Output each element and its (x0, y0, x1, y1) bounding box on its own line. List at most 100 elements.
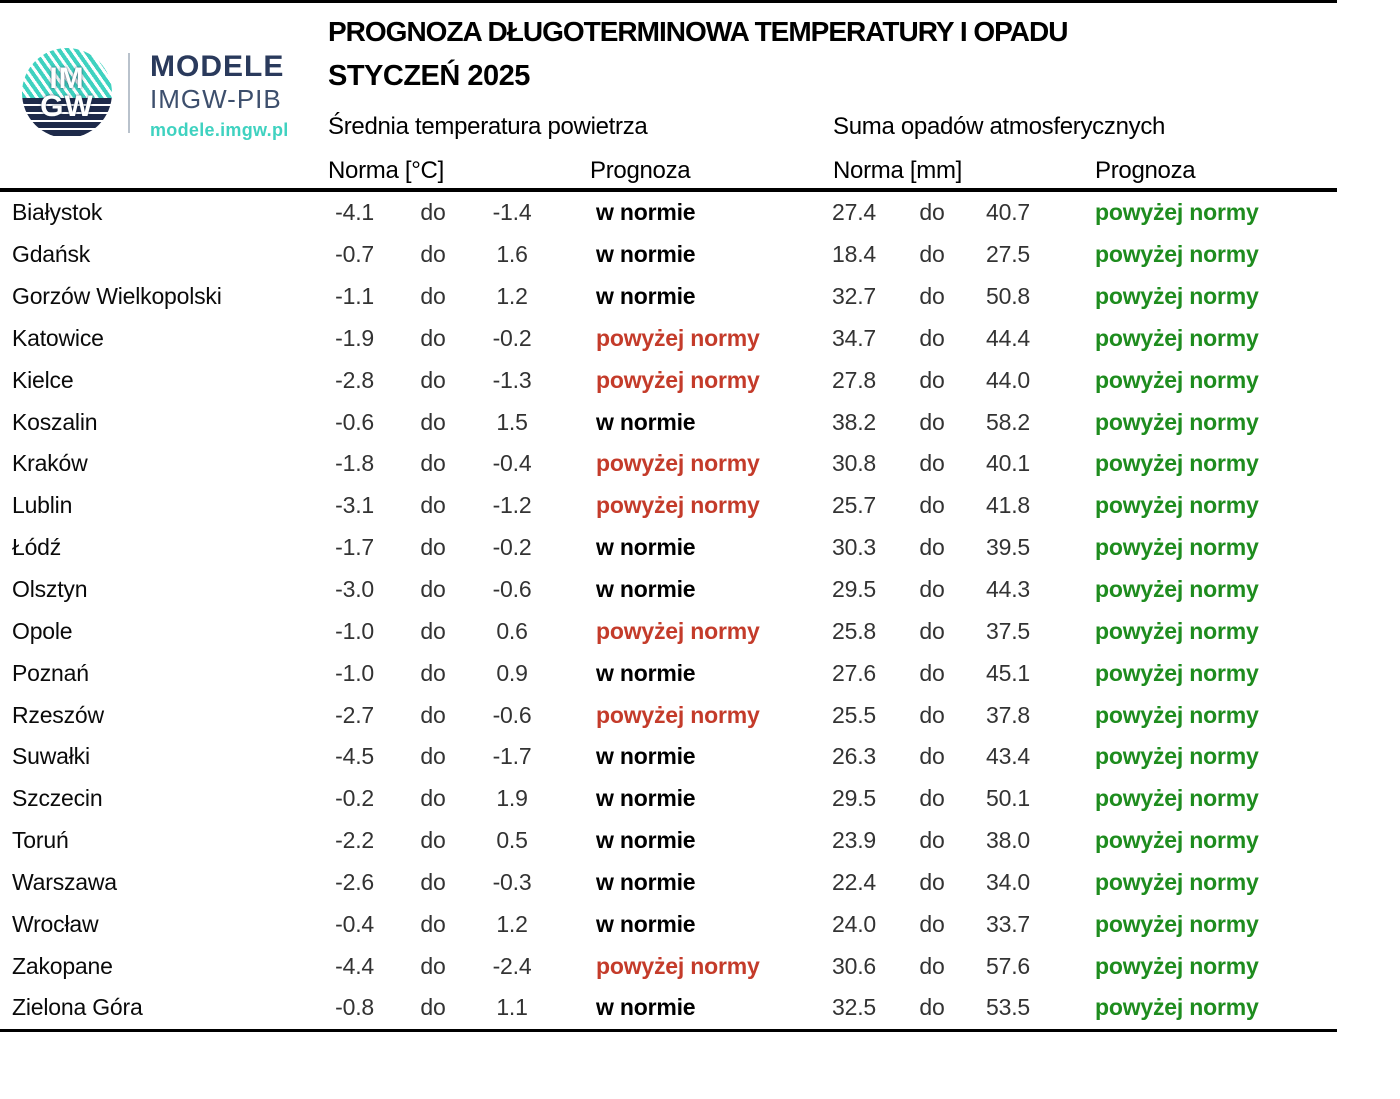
temp-norm-min: -3.0 (335, 576, 374, 603)
city-name: Poznań (12, 659, 89, 686)
temp-norm-min: -1.7 (335, 534, 374, 561)
range-separator: do (919, 324, 945, 351)
precip-forecast: powyżej normy (1095, 408, 1259, 435)
temp-forecast: w normie (596, 199, 696, 226)
temp-forecast: w normie (596, 659, 696, 686)
precip-norm-min: 18.4 (832, 241, 876, 268)
range-separator: do (919, 659, 945, 686)
city-name: Łódź (12, 534, 62, 561)
range-separator: do (420, 617, 446, 644)
range-separator: do (420, 408, 446, 435)
temp-forecast: w normie (596, 994, 696, 1021)
range-separator: do (919, 910, 945, 937)
table-row: Koszalin -0.6 do 1.5 w normie 38.2 do 58… (0, 401, 1400, 443)
city-name: Katowice (12, 324, 104, 351)
range-separator: do (420, 576, 446, 603)
city-name: Białystok (12, 199, 103, 226)
precip-norm-min: 24.0 (832, 910, 876, 937)
city-name: Gorzów Wielkopolski (12, 283, 222, 310)
page-subtitle: STYCZEŃ 2025 (328, 60, 530, 92)
range-separator: do (919, 408, 945, 435)
precip-norm-max: 27.5 (986, 241, 1030, 268)
city-name: Rzeszów (12, 701, 104, 728)
table-row: Zakopane -4.4 do -2.4 powyżej normy 30.6… (0, 945, 1400, 987)
temp-forecast: powyżej normy (596, 617, 760, 644)
temp-forecast: powyżej normy (596, 701, 760, 728)
temp-norm-min: -1.9 (335, 324, 374, 351)
forecast-table-body: Białystok -4.1 do -1.4 w normie 27.4 do … (0, 192, 1400, 1029)
temp-norm-min: -4.5 (335, 743, 374, 770)
city-name: Opole (12, 617, 73, 644)
temp-norm-min: -2.2 (335, 827, 374, 854)
table-row: Warszawa -2.6 do -0.3 w normie 22.4 do 3… (0, 862, 1400, 904)
temp-norm-max: -0.6 (492, 576, 532, 603)
temp-norm-max: -1.2 (492, 492, 532, 519)
range-separator: do (420, 199, 446, 226)
temp-norm-min: -2.8 (335, 366, 374, 393)
temp-norm-min: -1.0 (335, 617, 374, 644)
temp-norm-max: 1.5 (496, 408, 528, 435)
precip-norm-max: 45.1 (986, 659, 1030, 686)
precip-norm-min: 26.3 (832, 743, 876, 770)
temp-norm-min: -0.6 (335, 408, 374, 435)
precip-norm-min: 30.3 (832, 534, 876, 561)
precip-norm-max: 44.4 (986, 324, 1030, 351)
range-separator: do (420, 910, 446, 937)
table-row: Zielona Góra -0.8 do 1.1 w normie 32.5 d… (0, 987, 1400, 1029)
precip-norm-max: 34.0 (986, 868, 1030, 895)
precip-norm-min: 32.7 (832, 283, 876, 310)
logo-letters-gw: GW (40, 90, 94, 123)
logo-letters: IM GW (40, 62, 94, 123)
temp-norm-max: 0.9 (496, 659, 528, 686)
range-separator: do (420, 241, 446, 268)
temp-norm-max: -0.2 (492, 324, 532, 351)
logo-letters-im: IM (49, 62, 85, 96)
range-separator: do (919, 785, 945, 812)
precip-norm-max: 37.8 (986, 701, 1030, 728)
precip-norm-min: 22.4 (832, 868, 876, 895)
table-row: Gorzów Wielkopolski -1.1 do 1.2 w normie… (0, 276, 1400, 318)
table-row: Rzeszów -2.7 do -0.6 powyżej normy 25.5 … (0, 694, 1400, 736)
temp-forecast: w normie (596, 868, 696, 895)
temp-norm-max: -1.4 (492, 199, 532, 226)
city-name: Gdańsk (12, 241, 91, 268)
city-name: Suwałki (12, 743, 90, 770)
range-separator: do (919, 283, 945, 310)
temp-norm-max: -0.2 (492, 534, 532, 561)
logo-top-stripes (22, 48, 112, 98)
range-separator: do (420, 952, 446, 979)
temp-forecast: w normie (596, 910, 696, 937)
temp-norm-max: -0.4 (492, 450, 532, 477)
temp-forecast: w normie (596, 743, 696, 770)
temp-forecast: powyżej normy (596, 324, 760, 351)
temp-norm-max: -2.4 (492, 952, 532, 979)
precip-norm-max: 37.5 (986, 617, 1030, 644)
range-separator: do (919, 366, 945, 393)
precip-norm-max: 44.3 (986, 576, 1030, 603)
range-separator: do (919, 617, 945, 644)
temp-norm-min: -2.6 (335, 868, 374, 895)
city-name: Kraków (12, 450, 88, 477)
city-name: Wrocław (12, 910, 99, 937)
header-divider-rule (0, 188, 1337, 192)
temp-forecast: w normie (596, 283, 696, 310)
precip-forecast: powyżej normy (1095, 492, 1259, 519)
brand-url-link[interactable]: modele.imgw.pl (150, 120, 289, 140)
temp-forecast: powyżej normy (596, 952, 760, 979)
precip-norm-max: 38.0 (986, 827, 1030, 854)
temp-forecast: w normie (596, 827, 696, 854)
table-row: Poznań -1.0 do 0.9 w normie 27.6 do 45.1… (0, 652, 1400, 694)
city-name: Zielona Góra (12, 994, 143, 1021)
precip-norm-min: 25.7 (832, 492, 876, 519)
precip-norm-min: 27.4 (832, 199, 876, 226)
city-name: Olsztyn (12, 576, 88, 603)
brand-divider (128, 53, 130, 133)
precip-norm-min: 30.6 (832, 952, 876, 979)
temp-forecast: w normie (596, 534, 696, 561)
city-name: Koszalin (12, 408, 98, 435)
range-separator: do (420, 868, 446, 895)
brand-text: MODELE IMGW-PIB modele.imgw.pl (150, 52, 289, 140)
temp-norm-min: -1.0 (335, 659, 374, 686)
temp-norm-min: -1.8 (335, 450, 374, 477)
